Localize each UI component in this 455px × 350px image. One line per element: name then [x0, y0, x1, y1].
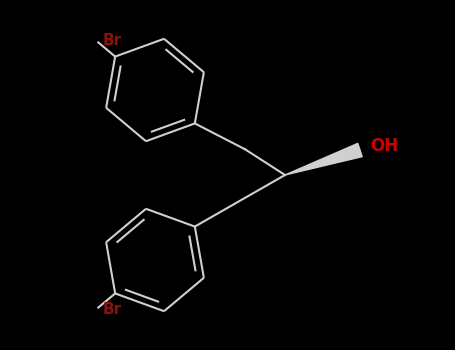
Polygon shape: [285, 144, 362, 175]
Text: OH: OH: [370, 137, 398, 155]
Text: Br: Br: [102, 33, 121, 48]
Text: Br: Br: [102, 302, 121, 317]
